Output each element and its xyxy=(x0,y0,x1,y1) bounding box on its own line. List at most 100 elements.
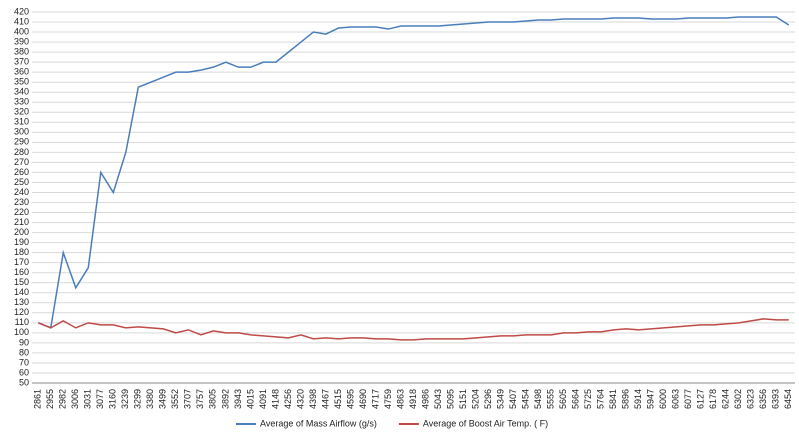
series-line xyxy=(37,318,789,341)
y-tick-label: 110 xyxy=(15,317,29,327)
y-tick-label: 280 xyxy=(14,147,29,157)
x-tick-label: 5947 xyxy=(646,389,656,409)
x-tick-label: 3239 xyxy=(120,389,130,409)
y-tick-label: 180 xyxy=(14,247,29,257)
y-tick-label: 140 xyxy=(14,287,29,297)
x-tick-label: 5151 xyxy=(458,389,468,409)
x-tick-label: 6244 xyxy=(721,389,731,409)
x-tick-label: 5764 xyxy=(595,389,605,409)
x-tick-label: 3892 xyxy=(220,389,230,409)
x-tick-label: 5095 xyxy=(445,389,455,409)
x-tick-label: 4320 xyxy=(295,389,305,409)
y-tick-label: 270 xyxy=(14,157,29,167)
x-tick-label: 3031 xyxy=(83,389,93,409)
y-tick-label: 370 xyxy=(14,57,29,67)
x-tick-label: 4398 xyxy=(308,389,318,409)
x-tick-label: 6323 xyxy=(746,389,756,409)
x-tick-label: 6178 xyxy=(708,389,718,409)
x-tick-label: 5725 xyxy=(583,389,593,409)
x-tick-label: 4256 xyxy=(283,389,293,409)
y-tick-label: 170 xyxy=(14,257,29,267)
x-tick-label: 6356 xyxy=(758,389,768,409)
x-tick-label: 4015 xyxy=(245,389,255,409)
x-tick-label: 6000 xyxy=(658,389,668,409)
x-tick-label: 5407 xyxy=(508,389,518,409)
x-tick-label: 2955 xyxy=(45,389,55,409)
x-tick-label: 3943 xyxy=(233,389,243,409)
x-tick-label: 3552 xyxy=(170,389,180,409)
y-tick-label: 420 xyxy=(14,6,29,16)
x-tick-label: 5896 xyxy=(621,389,631,409)
x-tick-label: 4863 xyxy=(395,389,405,409)
x-tick-label: 3707 xyxy=(183,389,193,409)
x-tick-label: 4467 xyxy=(320,389,330,409)
y-tick-label: 60 xyxy=(19,367,29,377)
y-tick-label: 310 xyxy=(14,117,29,127)
x-tick-label: 5043 xyxy=(433,389,443,409)
x-tick-label: 5914 xyxy=(633,389,643,409)
x-tick-label: 6393 xyxy=(771,389,781,409)
x-tick-label: 5349 xyxy=(495,389,505,409)
y-tick-label: 220 xyxy=(14,207,29,217)
y-tick-label: 230 xyxy=(14,197,29,207)
x-tick-label: 4595 xyxy=(345,389,355,409)
x-tick-label: 4091 xyxy=(258,389,268,409)
x-tick-label: 5841 xyxy=(608,389,618,409)
y-tick-label: 120 xyxy=(14,307,29,317)
y-tick-label: 90 xyxy=(19,337,29,347)
y-tick-label: 250 xyxy=(14,177,29,187)
y-tick-label: 190 xyxy=(14,237,29,247)
y-tick-label: 400 xyxy=(14,26,29,36)
x-tick-label: 4690 xyxy=(358,389,368,409)
x-tick-label: 6302 xyxy=(733,389,743,409)
y-tick-label: 70 xyxy=(19,357,29,367)
x-tick-label: 6077 xyxy=(683,389,693,409)
x-tick-label: 5296 xyxy=(483,389,493,409)
x-tick-label: 4986 xyxy=(420,389,430,409)
x-tick-label: 3805 xyxy=(208,389,218,409)
x-tick-label: 4918 xyxy=(408,389,418,409)
x-tick-label: 3380 xyxy=(145,389,155,409)
y-tick-label: 260 xyxy=(14,167,29,177)
x-tick-label: 4759 xyxy=(383,389,393,409)
x-tick-label: 4148 xyxy=(270,389,280,409)
y-tick-label: 290 xyxy=(14,137,29,147)
series-line xyxy=(37,16,790,329)
x-tick-label: 3160 xyxy=(108,389,118,409)
y-tick-label: 350 xyxy=(14,77,29,87)
x-tick-label: 6063 xyxy=(671,389,681,409)
y-tick-label: 380 xyxy=(14,46,29,56)
x-tick-label: 5498 xyxy=(533,389,543,409)
x-tick-label: 3299 xyxy=(133,389,143,409)
x-tick-label: 3499 xyxy=(158,389,168,409)
y-tick-label: 240 xyxy=(14,187,29,197)
x-tick-label: 5605 xyxy=(558,389,568,409)
y-tick-label: 300 xyxy=(14,127,29,137)
x-tick-label: 4515 xyxy=(333,389,343,409)
x-tick-label: 5204 xyxy=(470,389,480,409)
y-tick-label: 100 xyxy=(14,327,29,337)
y-tick-label: 330 xyxy=(14,97,29,107)
y-tick-label: 80 xyxy=(19,347,29,357)
x-tick-label: 5454 xyxy=(520,389,530,409)
x-tick-label: 4717 xyxy=(370,389,380,409)
x-tick-label: 6127 xyxy=(696,389,706,409)
x-tick-label: 2982 xyxy=(58,389,68,409)
y-tick-label: 390 xyxy=(14,36,29,46)
y-tick-label: 200 xyxy=(14,227,29,237)
y-tick-label: 150 xyxy=(14,277,29,287)
y-tick-label: 320 xyxy=(14,107,29,117)
y-tick-label: 410 xyxy=(14,16,29,26)
x-tick-label: 3006 xyxy=(70,389,80,409)
y-tick-label: 160 xyxy=(14,267,29,277)
x-tick-label: 2861 xyxy=(33,389,43,409)
x-tick-label: 5555 xyxy=(545,389,555,409)
x-tick-label: 3077 xyxy=(95,389,105,409)
legend-label: Average of Boost Air Temp. ( F) xyxy=(423,418,548,428)
y-tick-label: 360 xyxy=(14,67,29,77)
x-tick-label: 3757 xyxy=(195,389,205,409)
x-tick-label: 6454 xyxy=(783,389,793,409)
y-tick-label: 50 xyxy=(19,377,29,387)
x-tick-label: 5664 xyxy=(570,389,580,409)
